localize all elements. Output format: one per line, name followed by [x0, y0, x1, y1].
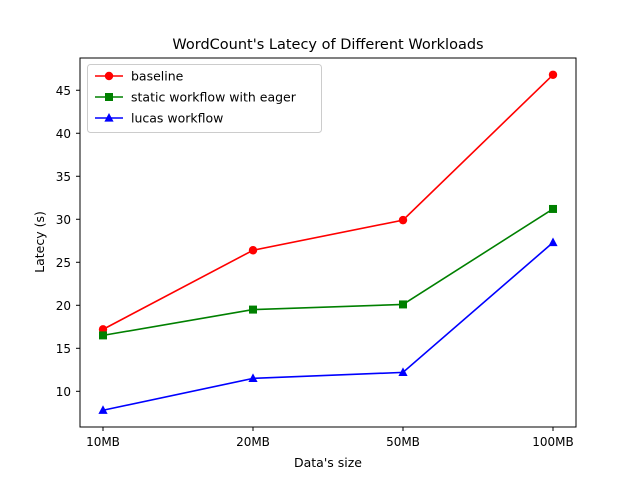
legend: baseline static workflow with eager lucas …: [87, 64, 322, 133]
data-point: [248, 246, 258, 255]
axes-frame: [79, 57, 577, 428]
data-point: [99, 331, 107, 340]
legend-marker: [104, 113, 114, 122]
y-tick-label: 35: [56, 170, 71, 184]
series-line: [102, 74, 554, 331]
x-axis-label: Data's size: [294, 455, 362, 470]
y-tick-label: 30: [56, 213, 71, 227]
chart-title: WordCount's Latecy of Different Workload…: [172, 37, 483, 53]
legend-marker: [105, 93, 113, 101]
legend-box: [87, 64, 322, 133]
legend-label: lucas workflow: [131, 111, 223, 126]
legend-label: baseline: [131, 69, 184, 84]
axes: 10MB 20MB 50MB 100MB 10 15 20 25 30 35 40 45: [56, 57, 577, 449]
series-square: [99, 204, 557, 340]
series-line: [102, 208, 554, 337]
data-point: [399, 300, 407, 309]
x-tick-label: 20MB: [236, 435, 270, 449]
y-tick-label: 45: [56, 84, 71, 98]
data-point: [548, 70, 558, 79]
data-point: [248, 373, 258, 383]
legend-marker: [104, 71, 114, 81]
legend-label: static workflow with eager: [131, 90, 297, 105]
y-tick-label: 20: [56, 299, 71, 313]
y-tick-label: 40: [56, 127, 71, 141]
data-point: [398, 367, 408, 376]
y-axis-label: Latecy (s): [32, 211, 47, 273]
data-point: [398, 215, 408, 225]
y-tick-label: 10: [56, 385, 71, 399]
data-point: [548, 237, 558, 247]
data-point: [249, 305, 257, 314]
series-triangle: [98, 237, 558, 414]
x-tick-label: 100MB: [532, 435, 574, 449]
series-line: [102, 241, 554, 412]
data-point: [98, 405, 108, 414]
y-tick-label: 25: [56, 256, 71, 270]
y-tick-label: 15: [56, 342, 71, 356]
x-tick-label: 10MB: [86, 435, 120, 449]
data-point: [549, 204, 557, 213]
plot-area: [98, 70, 558, 414]
x-tick-label: 50MB: [386, 435, 420, 449]
